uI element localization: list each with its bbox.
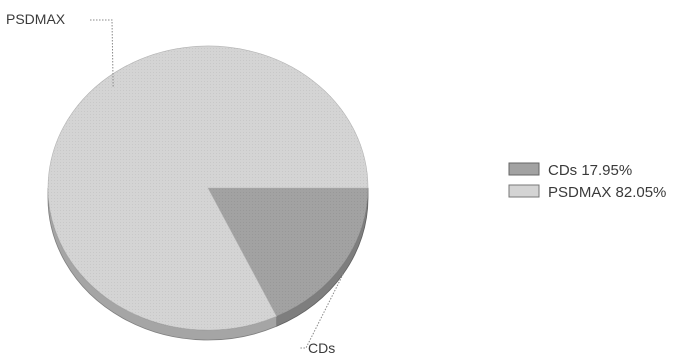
leader-line-psdmax <box>90 19 114 88</box>
slice-label-cds: CDs <box>308 340 335 356</box>
slice-leader-lines <box>90 19 344 349</box>
legend-swatch-cds <box>508 162 540 176</box>
slice-label-psdmax: PSDMAX <box>6 11 66 27</box>
pie-slice-texture-psdmax <box>47 46 368 331</box>
leader-line-cds <box>300 273 344 349</box>
legend: CDs 17.95% PSDMAX 82.05% <box>508 162 666 201</box>
legend-swatch-psdmax <box>508 184 540 198</box>
legend-label-psdmax: PSDMAX 82.05% <box>548 184 666 201</box>
pie-slices <box>47 45 369 331</box>
legend-label-cds: CDs 17.95% <box>548 162 632 179</box>
pie-slice-texture-cds <box>208 188 368 317</box>
